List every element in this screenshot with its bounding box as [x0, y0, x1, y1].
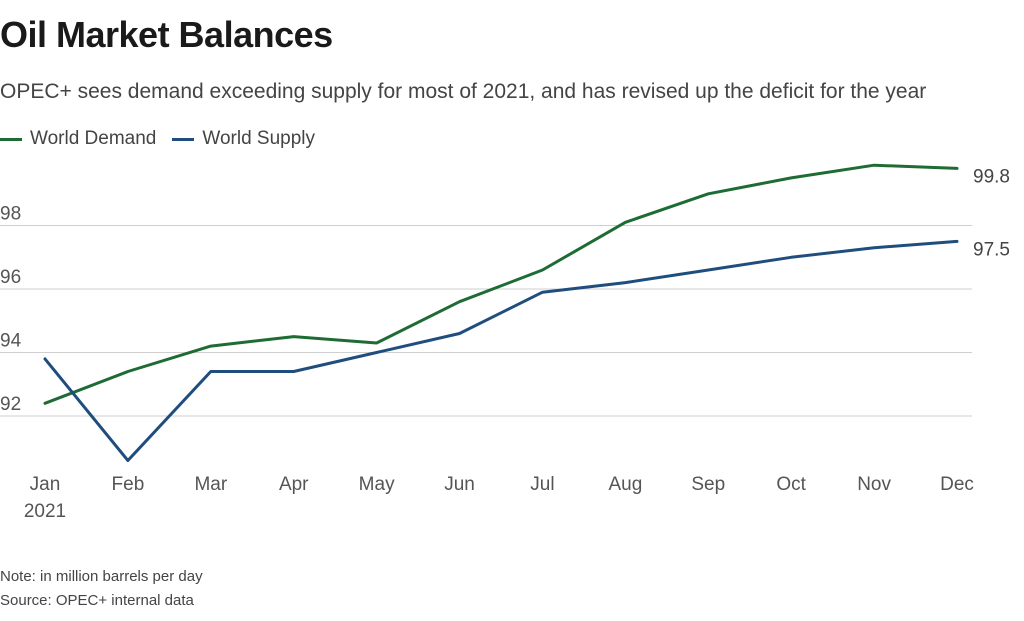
- note-text: Note: in million barrels per day: [0, 568, 203, 585]
- x-tick-label-feb: Feb: [112, 474, 145, 495]
- legend-swatch-demand: [0, 137, 22, 141]
- chart-title: Oil Market Balances: [0, 14, 333, 55]
- x-tick-label-jul: Jul: [530, 474, 554, 495]
- x-tick-label-jun: Jun: [444, 474, 475, 495]
- legend-item-demand: World Demand: [0, 128, 156, 150]
- end-labels: 99.8 97.5: [973, 166, 1010, 260]
- legend-label-demand: World Demand: [30, 128, 157, 149]
- x-tick-label-aug: Aug: [608, 474, 642, 495]
- chart-legend: World Demand World Supply: [0, 128, 331, 150]
- x-tick-label-nov: Nov: [857, 474, 891, 495]
- gridlines: [0, 225, 972, 417]
- y-axis-ticks: 92 94 96 98: [0, 204, 22, 416]
- series-line-world-supply: [43, 239, 959, 462]
- x-tick-label-mar: Mar: [194, 474, 227, 495]
- legend-item-supply: World Supply: [172, 128, 315, 150]
- y-tick-label-94: 94: [0, 331, 22, 352]
- y-tick-label-92: 92: [0, 394, 21, 415]
- end-label-world-supply: 97.5: [973, 239, 1010, 260]
- legend-swatch-supply: [172, 137, 195, 141]
- legend-label-supply: World Supply: [202, 128, 316, 149]
- chart-subtitle: OPEC+ sees demand exceeding supply for m…: [0, 80, 927, 103]
- source-text: Source: OPEC+ internal data: [0, 592, 194, 609]
- x-tick-label-may: May: [359, 474, 395, 495]
- chart-notes: Note: in million barrels per day Source:…: [0, 565, 203, 613]
- y-tick-label-98: 98: [0, 204, 21, 225]
- y-tick-label-96: 96: [0, 267, 21, 288]
- x-axis-ticks: Jan Feb Mar Apr May Jun Jul Aug Sep Oct Nov Dec 2021: [24, 474, 974, 522]
- x-tick-label-apr: Apr: [279, 474, 309, 495]
- line-chart: 92 94 96 98 Jan Feb Mar Apr May Jun Jul Aug Sep Oct N…: [0, 163, 1010, 522]
- series-lines: [43, 163, 959, 462]
- x-tick-label-jan: Jan: [30, 474, 61, 495]
- x-tick-label-sep: Sep: [691, 474, 725, 495]
- end-label-world-demand: 99.8: [973, 166, 1010, 187]
- series-line-world-demand: [43, 163, 959, 405]
- x-tick-sublabel-year: 2021: [24, 501, 66, 522]
- x-tick-label-dec: Dec: [940, 474, 974, 495]
- x-tick-label-oct: Oct: [776, 474, 806, 495]
